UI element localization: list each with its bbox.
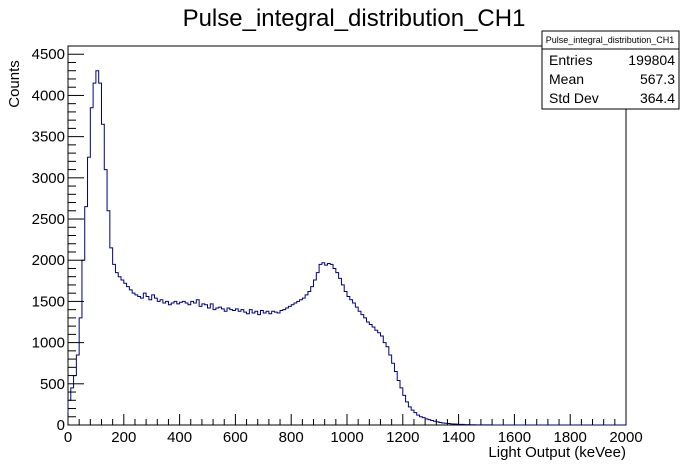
y-tick-label: 2500 xyxy=(32,211,65,228)
y-tick-label: 3000 xyxy=(32,170,65,187)
x-tick-label: 1600 xyxy=(498,429,531,446)
stats-stddev-value: 364.4 xyxy=(640,90,675,106)
stats-mean-label: Mean xyxy=(549,71,584,87)
y-tick-label: 1000 xyxy=(32,335,65,352)
y-tick-label: 4500 xyxy=(32,46,65,63)
plot-area: 0 200 400 600 800 1000 1200 1400 1600 1800 2000 0 50… xyxy=(32,45,643,446)
stats-entries-value: 199804 xyxy=(628,52,675,68)
stats-stddev-label: Std Dev xyxy=(549,90,599,106)
y-tick-label: 4000 xyxy=(32,87,65,104)
stats-box-title: Pulse_integral_distribution_CH1 xyxy=(546,35,675,45)
x-tick-label: 0 xyxy=(64,429,72,446)
stats-box-frame xyxy=(541,30,680,110)
y-tick-label: 3500 xyxy=(32,129,65,146)
histogram-series-line xyxy=(67,70,626,426)
x-tick-label: 1400 xyxy=(442,429,475,446)
x-tick-label: 1200 xyxy=(386,429,419,446)
x-tick-label: 200 xyxy=(111,429,136,446)
x-tick-label: 2000 xyxy=(609,429,642,446)
x-tick-label: 400 xyxy=(167,429,192,446)
stats-box: Pulse_integral_distribution_CH1 Entries … xyxy=(541,30,680,110)
x-tick-label: 1000 xyxy=(330,429,363,446)
stats-entries-label: Entries xyxy=(549,52,593,68)
y-tick-label: 2000 xyxy=(32,252,65,269)
x-axis-label: Light Output (keVee) xyxy=(488,444,626,461)
y-tick-label: 0 xyxy=(57,417,65,434)
x-tick-label: 800 xyxy=(279,429,304,446)
y-axis-label: Counts xyxy=(6,60,23,108)
x-tick-label: 600 xyxy=(223,429,248,446)
y-tick-label: 1500 xyxy=(32,293,65,310)
stats-mean-value: 567.3 xyxy=(640,71,675,87)
y-tick-label: 500 xyxy=(40,376,65,393)
chart-title: Pulse_integral_distribution_CH1 xyxy=(183,5,526,32)
x-tick-label: 1800 xyxy=(554,429,587,446)
